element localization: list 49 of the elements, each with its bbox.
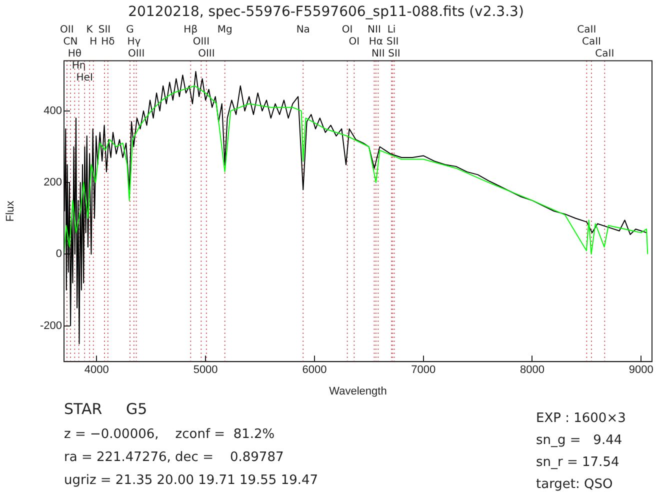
- chart-title: 20120218, spec-55976-F5597606_sp11-088.fits (v2.3.3): [128, 4, 524, 20]
- ref-line-label: OI: [342, 24, 353, 36]
- ref-line-label: OIII: [128, 48, 145, 60]
- ref-line-label: CN: [63, 36, 78, 48]
- ref-line-label: CaII: [582, 36, 601, 48]
- ref-line-label: Hβ: [184, 24, 198, 36]
- ref-line-label: SII: [98, 24, 111, 36]
- ref-line-label: NII: [368, 24, 381, 36]
- ref-line-label: OI: [348, 36, 360, 48]
- ref-line-label: Li: [387, 24, 396, 36]
- text: EXP : 1600×3: [536, 410, 626, 428]
- ref-line-label: H: [90, 36, 98, 48]
- y-tick-label: 0: [56, 248, 62, 260]
- x-axis-title: Wavelength: [329, 385, 387, 398]
- text: STAR G5: [64, 399, 148, 420]
- y-tick-label: 400: [44, 104, 62, 117]
- ref-line-label: CaII: [595, 48, 614, 60]
- text: target: QSO: [536, 476, 614, 494]
- ref-line-label: Hα: [368, 36, 384, 48]
- text: z = −0.00006, zconf = 81.2%: [64, 426, 276, 444]
- x-tick-label: 9000: [628, 364, 654, 376]
- text: sn_g = 9.44: [536, 432, 624, 450]
- ref-line-label: CaII: [577, 24, 596, 36]
- ref-line-label: NII: [371, 48, 385, 60]
- ref-line-label: Mg: [217, 24, 232, 36]
- x-tick-label: 5000: [193, 364, 218, 376]
- ref-line-label: SII: [386, 36, 399, 48]
- ref-line-label: Hη: [72, 60, 86, 72]
- x-tick-label: 6000: [302, 364, 327, 376]
- y-tick-label: 200: [44, 176, 62, 189]
- ref-line-label: SII: [388, 48, 400, 60]
- ref-line-label: G: [126, 24, 134, 36]
- ref-line-label: OIII: [192, 36, 210, 48]
- ref-line-label: Hγ: [127, 36, 141, 48]
- ref-line-label: Na: [296, 24, 310, 36]
- ref-line-label: HeI: [76, 72, 93, 84]
- ref-line-label: OIII: [198, 48, 215, 60]
- y-tick-label: -200: [40, 320, 62, 332]
- text: sn_r = 17.54: [536, 454, 620, 472]
- y-axis-title: Flux: [4, 200, 17, 222]
- x-tick-label: 4000: [84, 364, 109, 376]
- ref-line-label: OII: [60, 24, 74, 36]
- text: ra = 221.47276, dec = 0.89787: [64, 449, 285, 467]
- ref-line-label: K: [86, 24, 94, 36]
- x-tick-label: 8000: [520, 364, 544, 376]
- ref-line-label: Hδ: [101, 36, 115, 48]
- text: ugriz = 21.35 20.00 19.71 19.55 19.47: [64, 472, 318, 490]
- x-tick-label: 7000: [411, 364, 436, 376]
- ref-line-label: Hθ: [68, 48, 82, 60]
